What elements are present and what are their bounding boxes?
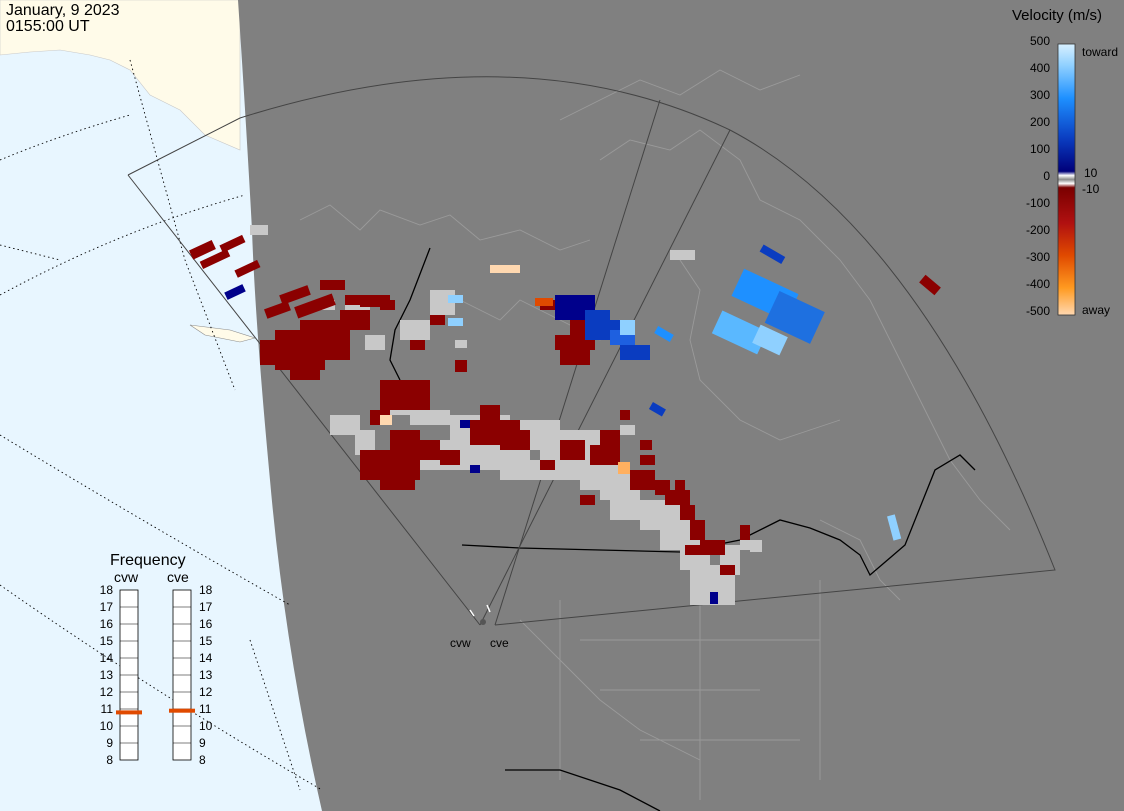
frequency-ticks-right: 18 17 16 15 14 13 12 11 10 9 8 (199, 583, 213, 767)
velocity-tick: 200 (1030, 115, 1050, 129)
velocity-tick: 100 (1030, 142, 1050, 156)
frequency-boxes (119, 589, 192, 761)
frequency-radar-cvw: cvw (114, 569, 139, 585)
velocity-away-cells (189, 234, 941, 575)
frequency-tick: 16 (199, 617, 213, 631)
borders (389, 247, 976, 811)
frequency-tick: 16 (100, 617, 114, 631)
velocity-tick: -400 (1026, 277, 1050, 291)
velocity-away-label: away (1082, 303, 1110, 317)
frequency-tick: 17 (199, 600, 213, 614)
frequency-tick: 11 (101, 702, 114, 716)
latitude-lines (0, 59, 323, 791)
frequency-tick: 9 (199, 736, 206, 750)
frequency-tick: 12 (100, 685, 114, 699)
radar-fov (127, 76, 1056, 626)
frequency-tick: 8 (106, 753, 113, 767)
site-label-cvw: cvw (450, 636, 471, 650)
frequency-tick: 14 (199, 651, 213, 665)
frequency-tick: 10 (100, 719, 114, 733)
night-region (238, 0, 1124, 811)
velocity-tick: 300 (1030, 88, 1050, 102)
date-label: January, 9 2023 (6, 2, 120, 19)
frequency-tick: 13 (100, 668, 114, 682)
frequency-tick: 10 (199, 719, 213, 733)
frequency-title: Frequency (110, 552, 186, 569)
frequency-tick: 11 (199, 702, 212, 716)
velocity-tick: -200 (1026, 223, 1050, 237)
velocity-tick: 500 (1030, 34, 1050, 48)
frequency-tick: 15 (100, 634, 114, 648)
alaska-land (0, 0, 241, 151)
velocity-toward-label: toward (1082, 45, 1118, 59)
frequency-panel: Frequency cvw cve 18 17 16 15 14 13 12 11 10 9 8 1… (100, 552, 213, 767)
frequency-tick: 12 (199, 685, 213, 699)
time-label: 0155:00 UT (6, 18, 90, 35)
frequency-marker-cve (169, 708, 195, 713)
frequency-marker-cvw (116, 710, 142, 715)
velocity-pos10-label: 10 (1084, 166, 1098, 180)
velocity-legend: Velocity (m/s) 500 400 300 200 100 0 -10… (1012, 7, 1118, 318)
velocity-colorbar (1057, 43, 1076, 316)
island-land (189, 324, 257, 343)
frequency-tick: 14 (100, 651, 114, 665)
velocity-ticks: 500 400 300 200 100 0 -100 -200 -300 -40… (1026, 34, 1050, 318)
velocity-tick: -100 (1026, 196, 1050, 210)
velocity-tick: -300 (1026, 250, 1050, 264)
velocity-tick: -500 (1026, 304, 1050, 318)
frequency-tick: 15 (199, 634, 213, 648)
velocity-toward-cells (224, 244, 902, 604)
frequency-tick: 9 (106, 736, 113, 750)
frequency-tick: 18 (199, 583, 213, 597)
site-label-cve: cve (490, 636, 509, 650)
frequency-radar-cve: cve (167, 569, 189, 585)
frequency-tick: 13 (199, 668, 213, 682)
frequency-tick: 8 (199, 753, 206, 767)
velocity-neg10-label: -10 (1082, 182, 1100, 196)
velocity-legend-title: Velocity (m/s) (1012, 7, 1102, 24)
radar-sites: cvw cve (450, 604, 509, 650)
frequency-ticks-left: 18 17 16 15 14 13 12 11 10 9 8 (100, 583, 114, 767)
frequency-tick: 18 (100, 583, 114, 597)
frequency-tick: 17 (100, 600, 114, 614)
velocity-tick: 400 (1030, 61, 1050, 75)
velocity-tick: 0 (1043, 169, 1050, 183)
